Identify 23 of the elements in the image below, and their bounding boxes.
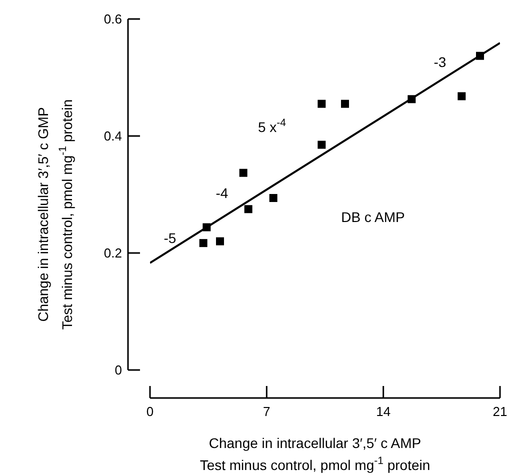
x-tick-label: 7 (263, 404, 270, 419)
point (199, 239, 208, 248)
x-tick-label: 14 (376, 404, 391, 419)
y-tick-label: 0.2 (104, 246, 122, 261)
point (318, 140, 326, 149)
x-tick-label: 21 (492, 404, 508, 419)
x-tick-label: 0 (146, 404, 154, 419)
point (269, 194, 278, 202)
annotation: 5 x$^{-4}$ (258, 116, 286, 135)
annotation: -4 (216, 184, 228, 201)
point (458, 92, 466, 100)
x-axis-title: Change in intracellular 3′,5′ c AMP Test minus control, pmol mg$^{-1}$ protein (200, 435, 430, 473)
point (216, 237, 224, 246)
point (239, 168, 248, 177)
y-tick-label: 0.4 (104, 128, 122, 144)
annotation: -3 (434, 54, 446, 70)
y-tick-label: 0.6 (104, 12, 122, 27)
point (341, 100, 349, 108)
y-tick-label: 0 (114, 362, 122, 378)
point (318, 100, 326, 108)
point (244, 205, 252, 214)
annotation: -5 (164, 230, 176, 246)
annotation: DB c AMP (341, 208, 405, 225)
